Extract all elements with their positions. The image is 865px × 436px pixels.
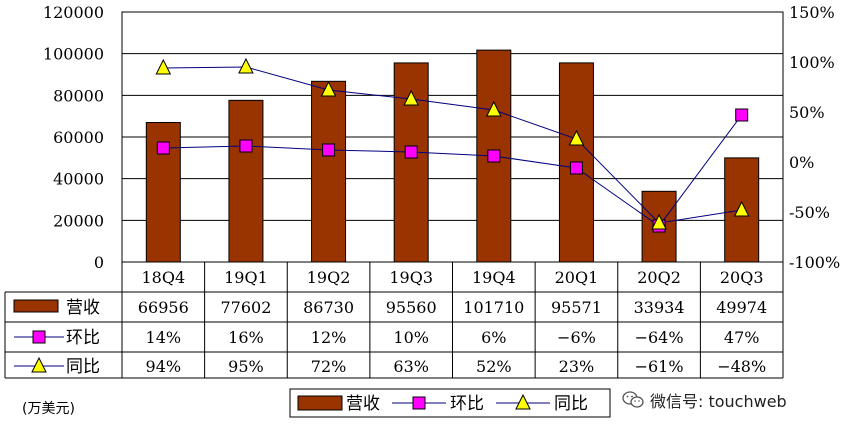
category-label: 20Q1 [555, 268, 599, 287]
yoy-marker [238, 57, 254, 74]
y-right-tick-label: -100% [789, 253, 840, 272]
mom-marker [487, 149, 501, 163]
revenue-bar [311, 80, 347, 263]
mom-line [163, 114, 743, 227]
category-label: 19Q3 [389, 268, 433, 287]
watermark-text: 微信号: touchweb [650, 392, 787, 411]
yoy-marker [320, 80, 337, 97]
y-left-tick-label: 40000 [53, 170, 104, 189]
yoy-marker [568, 129, 585, 146]
mom-marker [404, 145, 418, 159]
revenue-bar [228, 99, 264, 263]
yoy-marker [651, 213, 667, 230]
table-cell: 16% [228, 328, 264, 347]
table-cell: 94% [146, 357, 182, 376]
table-cell: 6% [481, 328, 506, 347]
legend-key-bar [297, 395, 343, 411]
table-cell: 10% [393, 328, 429, 347]
table-cell: −48% [717, 357, 766, 376]
mom-marker [569, 161, 583, 175]
table-cell: 47% [724, 328, 760, 347]
table-cell: 101710 [463, 298, 524, 317]
y-right-tick-label: -50% [789, 203, 830, 222]
yoy-marker [733, 200, 750, 217]
row-key-bar [13, 299, 59, 313]
row-header: 营收 [66, 298, 100, 318]
y-left-tick-label: 100000 [43, 45, 104, 64]
y-right-tick-label: 0% [789, 153, 814, 172]
table-cell: −6% [557, 328, 596, 347]
category-label: 20Q2 [637, 268, 681, 287]
y-left-tick-label: 60000 [53, 128, 104, 147]
legend [289, 388, 611, 418]
y-left-tick-label: 20000 [53, 211, 104, 230]
y-right-tick-label: 100% [789, 53, 835, 72]
mom-marker [322, 143, 336, 157]
mom-marker [239, 139, 253, 153]
category-label: 20Q3 [720, 268, 764, 287]
table-cell: 86730 [303, 298, 354, 317]
legend-key-triangle [515, 393, 531, 410]
category-label: 18Q4 [141, 268, 185, 287]
table-cell: −64% [635, 328, 684, 347]
mom-marker [735, 108, 749, 122]
y-left-tick-label: 120000 [43, 3, 104, 22]
yoy-marker [403, 89, 419, 106]
mom-marker [156, 141, 170, 155]
table-cell: 95560 [386, 298, 437, 317]
table-cell: 14% [146, 328, 182, 347]
y-left-tick-label: 80000 [53, 86, 104, 105]
category-label: 19Q4 [472, 268, 516, 287]
row-header: 环比 [66, 328, 100, 348]
table-cell: 63% [393, 357, 429, 376]
table-cell: 23% [559, 357, 595, 376]
table-cell: 77602 [220, 298, 271, 317]
table-cell: −61% [635, 357, 684, 376]
table-cell: 72% [311, 357, 347, 376]
table-cell: 95571 [551, 298, 602, 317]
table-cell: 12% [311, 328, 347, 347]
row-header: 同比 [66, 357, 100, 377]
row-key-square [32, 330, 46, 344]
y-left-tick-label: 0 [94, 253, 104, 272]
table-cell: 66956 [138, 298, 189, 317]
table-cell: 49974 [716, 298, 767, 317]
category-label: 19Q2 [307, 268, 351, 287]
watermark: 微信号: touchweb [622, 388, 787, 412]
legend-label: 环比 [450, 394, 484, 414]
yoy-marker [486, 100, 502, 117]
legend-label: 同比 [554, 394, 588, 414]
category-label: 19Q1 [224, 268, 268, 287]
table-cell: 52% [476, 357, 512, 376]
yoy-line [163, 66, 742, 224]
legend-key-square [412, 396, 426, 410]
unit-note: (万美元) [22, 401, 75, 417]
table-cell: 95% [228, 357, 264, 376]
y-right-tick-label: 150% [789, 3, 835, 22]
legend-label: 营收 [346, 394, 380, 414]
wechat-icon [622, 391, 644, 408]
y-right-tick-label: 50% [789, 103, 825, 122]
row-key-triangle [31, 356, 47, 373]
table-cell: 33934 [634, 298, 685, 317]
yoy-marker [155, 58, 172, 75]
